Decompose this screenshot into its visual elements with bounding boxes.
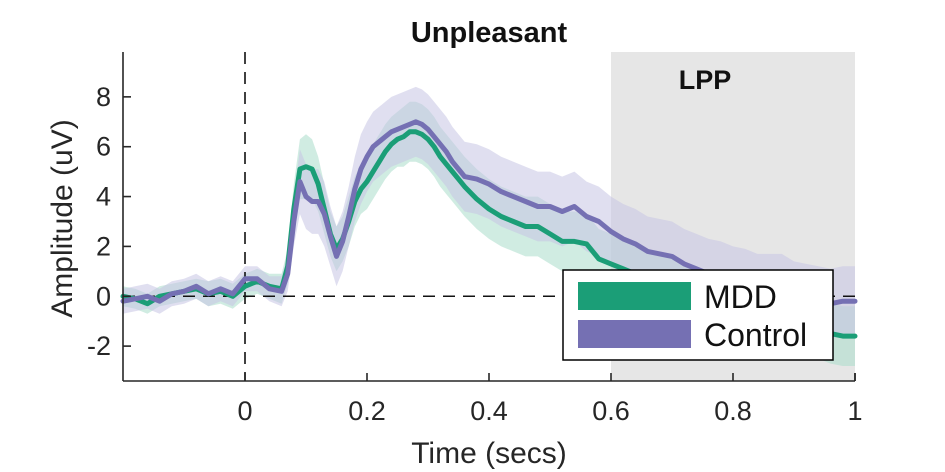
y-tick-label: 2	[96, 231, 111, 261]
legend-label-mdd: MDD	[704, 279, 777, 315]
y-tick-label: 8	[96, 82, 111, 112]
legend-swatch-control	[578, 320, 691, 348]
x-tick-label: 1	[847, 396, 862, 426]
x-tick-label: 0	[237, 396, 252, 426]
y-tick-label: -2	[87, 331, 111, 361]
x-axis-label: Time (secs)	[411, 437, 567, 470]
x-tick-label: 0.6	[592, 396, 630, 426]
legend-swatch-mdd	[578, 282, 691, 310]
lpp-region-label: LPP	[679, 65, 732, 95]
y-axis-label: Amplitude (uV)	[46, 119, 79, 317]
y-tick-label: 4	[96, 182, 111, 212]
y-tick-label: 6	[96, 132, 111, 162]
x-tick-label: 0.8	[714, 396, 752, 426]
x-tick-label: 0.4	[470, 396, 508, 426]
x-tick-label: 0.2	[348, 396, 386, 426]
axis-ticks: 0 0.2 0.4 0.6 0.8 1 -2 0 2 4 6 8	[87, 82, 863, 426]
chart-title: Unpleasant	[411, 17, 568, 49]
legend-label-control: Control	[704, 317, 807, 353]
legend: MDD Control	[562, 269, 834, 361]
y-tick-label: 0	[96, 281, 111, 311]
